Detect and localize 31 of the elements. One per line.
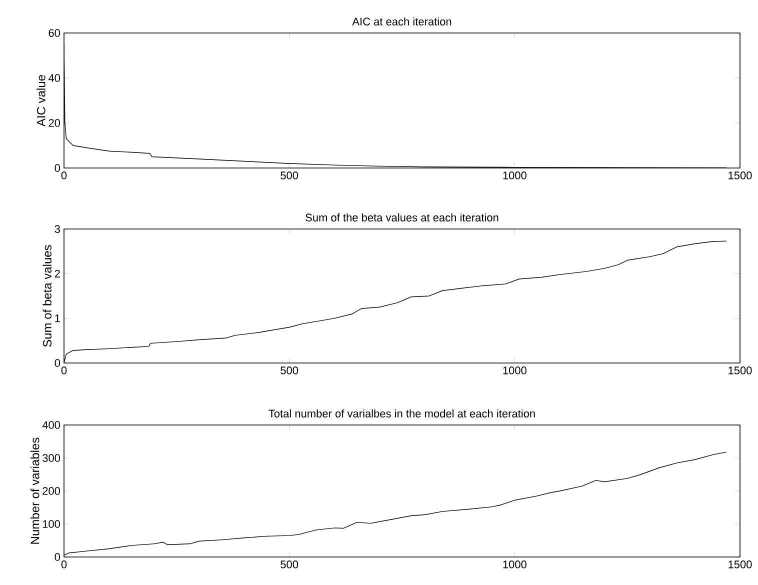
y-tick-label: 3 [54, 225, 60, 233]
x-tick-label: 500 [280, 560, 298, 568]
y-axis-title: AIC value [36, 75, 46, 126]
x-tick-label: 1500 [728, 172, 752, 180]
y-axis-title: Sum of beta values [42, 245, 52, 347]
x-tick-label: 500 [280, 172, 298, 180]
chart-title: AIC at each iteration [352, 17, 452, 26]
y-tick-label: 40 [48, 74, 60, 82]
x-tick-label: 0 [61, 366, 67, 374]
y-tick-label: 100 [42, 520, 60, 528]
x-tick-label: 0 [61, 560, 67, 568]
x-tick-label: 0 [61, 172, 67, 180]
y-tick-label: 0 [54, 164, 60, 172]
y-tick-label: 0 [54, 553, 60, 561]
y-tick-label: 300 [42, 454, 60, 462]
y-tick-label: 0 [54, 359, 60, 367]
x-tick-label: 1500 [728, 366, 752, 374]
y-tick-label: 1 [55, 314, 60, 322]
y-tick-label: 60 [48, 29, 60, 37]
y-tick-label: 200 [42, 487, 60, 495]
x-tick-label: 1500 [728, 560, 752, 568]
x-tick-label: 500 [280, 366, 298, 374]
y-tick-label: 2 [54, 270, 60, 278]
x-tick-label: 1000 [503, 366, 526, 374]
y-axis-title: Number of variables [30, 438, 40, 544]
chart-title: Total number of varialbes in the model at each iteration [268, 409, 535, 418]
chart-title: Sum of the beta values at each iteration [306, 213, 498, 222]
y-tick-label: 20 [48, 119, 60, 127]
x-tick-label: 1000 [503, 560, 526, 568]
x-tick-label: 1000 [503, 172, 526, 180]
y-tick-label: 400 [42, 421, 60, 429]
